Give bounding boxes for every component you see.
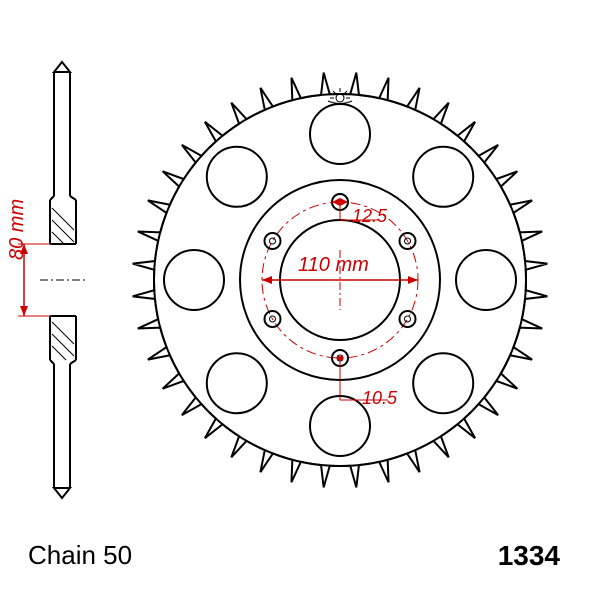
side-view: [40, 62, 86, 498]
sprocket-diagram: [0, 0, 600, 600]
part-number-label: 1334: [498, 540, 560, 572]
dim-125-label: 12.5: [352, 206, 387, 227]
sun-icon: [328, 88, 352, 104]
dim-110-label: 110 mm: [298, 254, 369, 277]
dim-80-label: 80 mm: [6, 199, 29, 260]
chain-label: Chain 50: [28, 540, 132, 571]
dim-105-label: 10.5: [362, 388, 397, 409]
